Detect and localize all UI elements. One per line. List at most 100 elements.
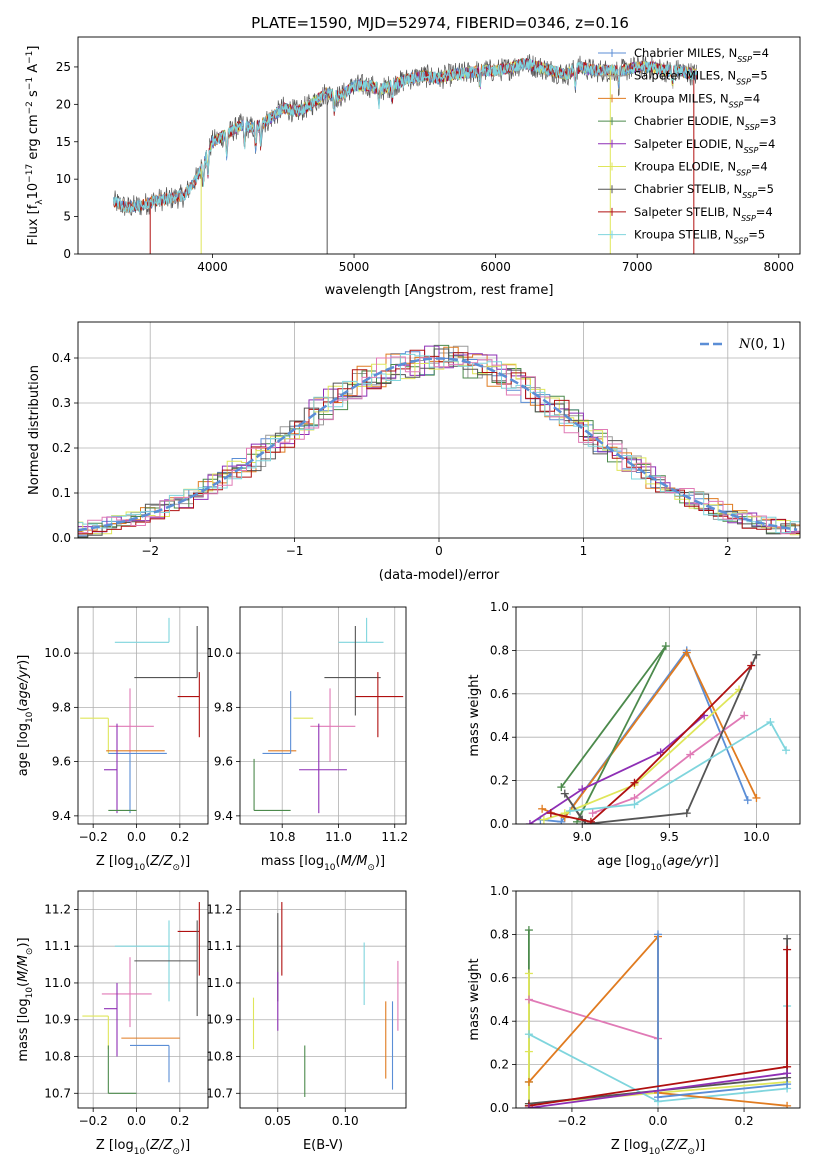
x-tick-label: 0.0: [127, 1114, 146, 1128]
x-tick-label: 0.05: [264, 1114, 291, 1128]
errorbar-point: [253, 758, 291, 811]
y-tick-label: 0.0: [52, 531, 71, 545]
weight-series: [560, 650, 761, 824]
weight-line: [592, 714, 745, 814]
label-segment: (: [660, 1138, 665, 1153]
y-tick-label: 11.0: [44, 976, 71, 990]
y-tick-label: 10.7: [44, 1086, 71, 1100]
plot-area: [78, 344, 800, 538]
legend-text: Chabrier MILES, N: [634, 46, 737, 60]
x-axis-label: wavelength [Angstrom, rest frame]: [325, 283, 554, 298]
weight-series: [546, 661, 756, 824]
errorbar-point: [101, 957, 152, 1028]
weight-line: [569, 720, 787, 812]
x-axis-label: age [log10(age/yr)]: [597, 854, 719, 873]
y-tick-label: 9.4: [214, 809, 233, 823]
label-segment: ⊙: [172, 1147, 180, 1157]
residual-histogram-plot: −2 −1 0 1 2 0.0 0.1 0.2 0.3 0.4 N(0, 1) (data-model…: [27, 321, 801, 583]
y-tick-label: 0.0: [490, 1101, 509, 1115]
massweight-vs-metallicity-plot: −0.2 0.0 0.2 0.0 0.2 0.4 0.6 0.8 1.0 Z [log10(Z/Z…: [467, 884, 801, 1157]
y-tick-label: 9.8: [52, 700, 71, 714]
errorbar-point: [338, 617, 384, 643]
label-segment: Z [log: [611, 1138, 649, 1153]
label-segment: age [log: [597, 854, 650, 869]
label-segment: erg cm: [26, 114, 41, 163]
y-axis-label: mass weight: [467, 674, 482, 756]
x-tick-label: 0.0: [127, 830, 146, 844]
y-tick-label: 0.4: [490, 730, 509, 744]
x-tick-label: 9.5: [660, 830, 679, 844]
label-segment: ⊙: [25, 948, 35, 956]
massweight-vs-age-plot: 9.0 9.5 10.0 0.0 0.2 0.4 0.6 0.8 1.0 age [log10(a…: [467, 600, 801, 873]
y-tick-label: 5: [63, 210, 71, 224]
x-axis-label: mass [log10(M/M⊙)]: [261, 854, 385, 873]
axes-frame: [239, 890, 407, 1109]
errorbar-point: [104, 982, 118, 1057]
y-tick-label: 0.6: [490, 971, 509, 985]
label-segment: Z/Z: [149, 854, 173, 869]
legend-sub: SSP: [744, 145, 759, 154]
y-tick-label: 0.3: [52, 396, 71, 410]
plot-area: [80, 617, 200, 814]
plot-area: [112, 54, 698, 254]
label-segment: −1: [25, 77, 35, 90]
legend-text: =4: [743, 91, 760, 105]
x-tick-label: 0.10: [332, 1114, 359, 1128]
errorbar-point: [104, 723, 118, 814]
plot-area: [253, 617, 404, 814]
y-tick-label: 0.8: [490, 927, 509, 941]
legend-text: Salpeter MILES, N: [634, 69, 736, 83]
label-segment: )]: [180, 1138, 190, 1153]
label-segment: (: [336, 854, 341, 869]
legend-text: Kroupa ELODIE, N: [634, 160, 736, 174]
legend-text: =4: [756, 205, 773, 219]
y-tick-label: 0.2: [490, 1058, 509, 1072]
x-tick-label: 8000: [763, 260, 794, 274]
label-segment: 10: [134, 863, 146, 873]
x-tick-label: 10.8: [269, 830, 296, 844]
spectrum-line-kroupa-stelib: [112, 57, 698, 214]
label-segment: 10: [26, 183, 41, 200]
weight-line: [564, 654, 758, 824]
axes-frame: [77, 890, 209, 1109]
y-tick-label: 10: [56, 172, 71, 186]
label-segment: 10: [134, 1147, 146, 1157]
legend-entry: N(0, 1): [738, 337, 785, 352]
x-axis-label: E(B-V): [303, 1138, 343, 1153]
legend-sub: SSP: [742, 191, 757, 200]
weight-series: [588, 711, 749, 818]
errorbar-point: [82, 1015, 109, 1050]
weight-line: [550, 664, 752, 823]
errorbar-point: [134, 920, 198, 1017]
y-tick-label: 10.0: [206, 646, 233, 660]
x-tick-label: 5000: [339, 260, 370, 274]
x-axis-label: (data-model)/error: [379, 568, 500, 583]
weight-line: [529, 714, 705, 824]
x-tick-label: −1: [286, 544, 304, 558]
age-vs-metallicity-plot: −0.2 0.0 0.29.49.69.810.0Z [log10(Z/Z⊙)]ag…: [16, 606, 209, 873]
legend-text: Kroupa MILES, N: [634, 91, 729, 105]
age-vs-mass-plot: 10.8 11.0 11.2 9.4 9.6 9.8 10.0 mass [log10(M/M…: [206, 606, 408, 873]
x-tick-label: 9.0: [573, 830, 592, 844]
legend-text: =4: [751, 160, 768, 174]
y-tick-label: 11.1: [44, 939, 71, 953]
label-segment: Z [log: [96, 854, 134, 869]
plot-area: [82, 902, 200, 1094]
legend-text: =3: [760, 114, 777, 128]
weight-line: [543, 688, 740, 821]
histogram-step-pink: [78, 356, 800, 535]
weight-series: [524, 1069, 792, 1108]
weight-series: [557, 642, 670, 824]
legend-entry: Chabrier ELODIE, NSSP=3: [634, 114, 776, 132]
x-axis-label: Z [log10(Z/Z⊙)]: [96, 1138, 190, 1157]
legend-sub: SSP: [734, 236, 749, 245]
axes-frame: [77, 321, 801, 539]
legend-sub: SSP: [736, 77, 751, 86]
legend-sub: SSP: [741, 213, 756, 222]
spectrum-plot: 4000 5000 6000 7000 8000 0 5 10 15 20 25 Chabrier M…: [25, 36, 801, 298]
legend-entry: Chabrier STELIB, NSSP=5: [634, 182, 774, 200]
weight-series: [566, 718, 791, 815]
y-axis-label: mass weight: [467, 958, 482, 1040]
y-tick-label: 11.2: [206, 902, 233, 916]
